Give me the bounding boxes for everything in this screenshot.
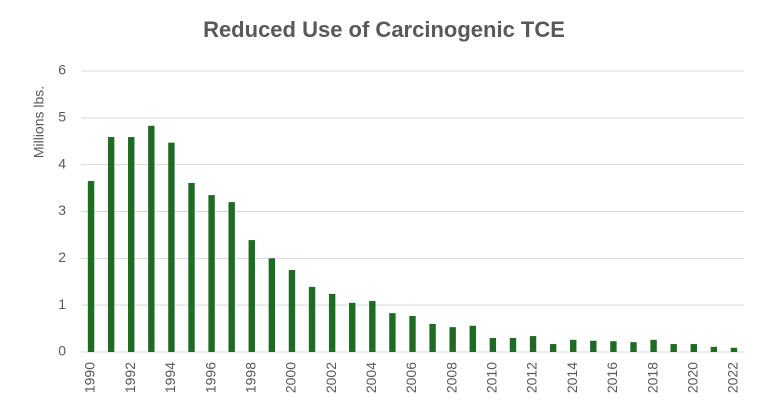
bar — [87, 181, 95, 352]
bar — [349, 302, 356, 352]
x-tick-label: 2002 — [323, 362, 339, 393]
x-tick-label: 2020 — [684, 362, 700, 393]
y-tick-label: 1 — [58, 296, 66, 312]
bar — [168, 142, 175, 352]
bar — [328, 293, 336, 352]
bar — [509, 337, 517, 352]
bar — [248, 240, 255, 352]
y-tick-label: 4 — [58, 155, 66, 171]
x-tick-label: 2004 — [363, 362, 379, 393]
x-tick-label: 1998 — [242, 362, 258, 393]
y-tick-label: 0 — [58, 343, 66, 359]
bar — [690, 344, 697, 352]
bar — [208, 195, 215, 352]
x-tick-label: 2006 — [403, 362, 419, 393]
y-tick-label: 5 — [58, 109, 66, 125]
bar — [710, 346, 718, 352]
y-tick-label: 3 — [58, 202, 66, 218]
bar — [409, 315, 416, 352]
bar — [650, 339, 657, 352]
bar — [389, 313, 396, 352]
bar — [107, 137, 115, 352]
bar — [549, 344, 557, 352]
bar — [489, 337, 497, 352]
bar — [369, 300, 376, 352]
bar — [188, 182, 195, 352]
x-tick-label: 2016 — [604, 362, 620, 393]
x-tick-label: 2012 — [524, 362, 540, 393]
y-tick-label: 6 — [58, 62, 66, 78]
x-tick-label: 2010 — [484, 362, 500, 393]
y-tick-label: 2 — [58, 249, 66, 265]
bar — [469, 325, 476, 352]
bar — [570, 339, 577, 352]
bar — [730, 347, 738, 352]
x-tick-label: 1990 — [82, 362, 98, 393]
bar — [429, 323, 436, 352]
x-tick-label: 2014 — [564, 362, 580, 393]
bar — [288, 270, 296, 352]
x-tick-label: 2000 — [283, 362, 299, 393]
x-tick-label: 1992 — [122, 362, 138, 393]
x-tick-label: 2022 — [725, 362, 741, 393]
bar — [128, 137, 135, 352]
bar — [228, 202, 235, 352]
x-tick-label: 1996 — [202, 362, 218, 393]
x-tick-label: 1994 — [162, 362, 178, 393]
chart-title: Reduced Use of Carcinogenic TCE — [203, 17, 565, 42]
bar — [268, 258, 276, 352]
bar — [148, 125, 155, 352]
bar — [670, 344, 677, 352]
x-tick-label: 2008 — [443, 362, 459, 393]
bar — [590, 340, 597, 352]
bar — [610, 341, 617, 352]
x-tick-label: 2018 — [644, 362, 660, 393]
bar — [449, 327, 456, 352]
bar — [529, 336, 537, 352]
y-axis-label: Millions lbs. — [31, 86, 47, 158]
bar — [630, 342, 637, 352]
bar — [308, 286, 316, 352]
